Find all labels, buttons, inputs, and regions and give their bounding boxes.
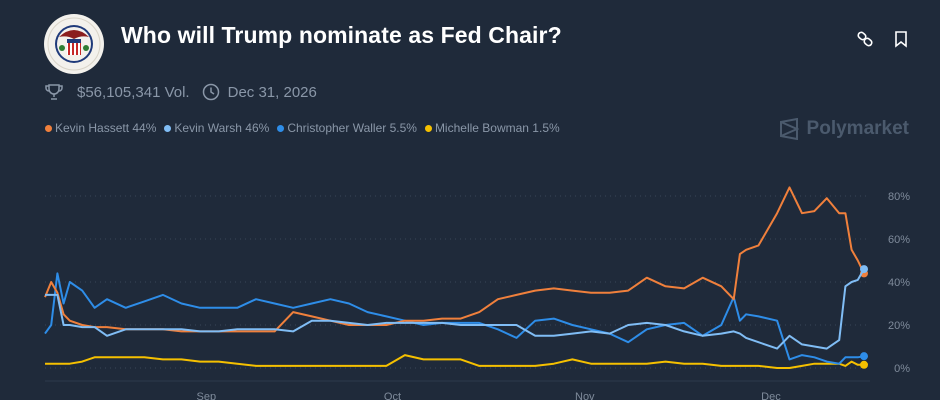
series-endpoint-michelle-bowman (860, 360, 868, 369)
y-tick-label: 0% (894, 363, 910, 375)
legend-label: Kevin Warsh 46% (174, 121, 270, 135)
clock-icon (202, 83, 219, 101)
legend-item-warsh[interactable]: Kevin Warsh 46% (164, 121, 269, 135)
brand-label: Polymarket (806, 118, 909, 139)
polymarket-icon (779, 118, 799, 140)
legend-item-bowman[interactable]: Michelle Bowman 1.5% (424, 121, 560, 135)
legend-label: Michelle Bowman 1.5% (434, 121, 560, 135)
page-title: Who will Trump nominate as Fed Chair? (121, 22, 562, 48)
x-tick-label: Nov (575, 391, 595, 400)
series-line-michelle-bowman[interactable] (45, 354, 864, 369)
polymarket-logo: Polymarket (779, 118, 909, 140)
volume-text: $56,105,341 Vol. (77, 83, 190, 101)
x-tick-label: Dec (761, 391, 781, 400)
series-line-kevin-hassett[interactable] (44, 186, 865, 333)
link-icon (857, 31, 873, 47)
y-tick-label: 20% (888, 320, 910, 332)
legend-label: Christopher Waller 5.5% (287, 121, 417, 135)
series-endpoint-christopher-waller (860, 352, 868, 361)
trophy-icon (45, 84, 63, 100)
legend-item-hassett[interactable]: Kevin Hassett 44% (45, 121, 156, 135)
legend-item-waller[interactable]: Christopher Waller 5.5% (277, 121, 417, 135)
legend-dot (164, 124, 172, 132)
chart-legend: Kevin Hassett 44% Kevin Warsh 46% Christ… (45, 121, 568, 135)
series-line-kevin-warsh[interactable] (45, 268, 865, 350)
legend-dot (277, 124, 285, 132)
end-date-text: Dec 31, 2026 (227, 83, 317, 101)
legend-label: Kevin Hassett 44% (55, 121, 157, 135)
copy-link-button[interactable] (856, 30, 874, 48)
y-tick-label: 80% (888, 191, 910, 203)
bookmark-button[interactable] (892, 30, 910, 48)
legend-dot (424, 124, 432, 132)
series-endpoint-kevin-warsh (860, 265, 868, 274)
y-tick-label: 40% (888, 277, 910, 289)
series-line-christopher-waller[interactable] (44, 272, 865, 365)
x-tick-label: Oct (384, 391, 401, 400)
federal-reserve-seal-icon (44, 14, 104, 74)
y-tick-label: 60% (888, 234, 910, 246)
x-tick-label: Sep (197, 391, 217, 400)
legend-dot (45, 124, 52, 132)
bookmark-icon (895, 31, 907, 48)
